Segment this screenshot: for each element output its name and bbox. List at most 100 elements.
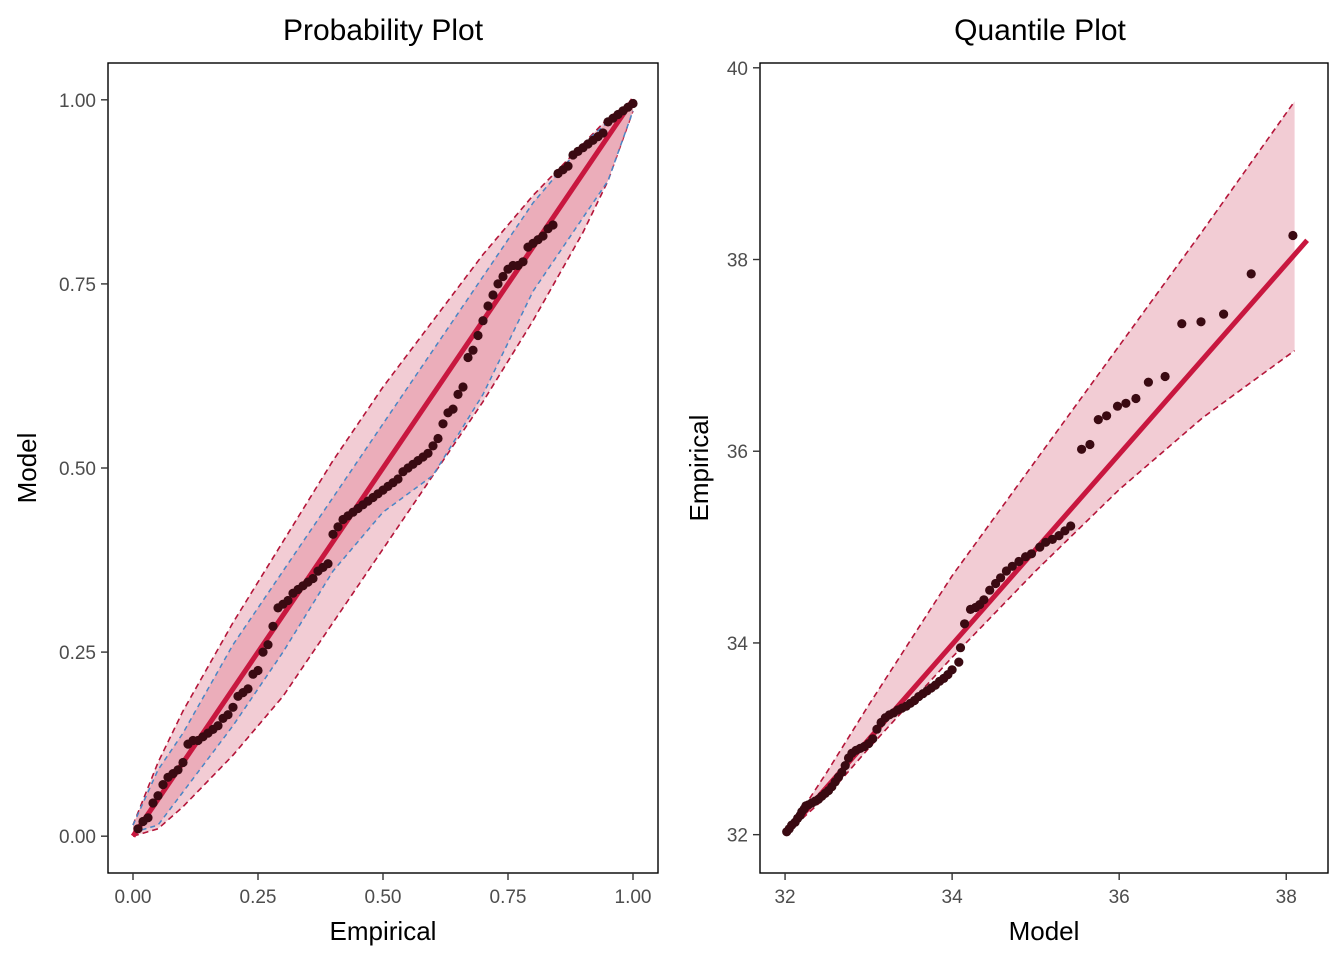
quantile-plot-y-axis: 32 34 36 38 40 [727, 59, 760, 847]
probability-plot-y-tick-label-0: 0.00 [59, 827, 96, 848]
quantile-plot-point-79 [1196, 317, 1206, 327]
probability-plot-point-78 [518, 257, 528, 267]
quantile-plot-point-48 [954, 657, 964, 667]
probability-plot-point-72 [488, 290, 498, 300]
quantile-plot-point-80 [1219, 309, 1229, 319]
quantile-plot-point-21 [840, 761, 850, 771]
probability-plot-point-61 [433, 433, 443, 444]
quantile-plot-point-72 [1102, 411, 1112, 421]
quantile-plot-x-axis: 32 34 36 38 [774, 873, 1297, 908]
probability-plot-point-62 [438, 419, 448, 429]
probability-plot-point-31 [283, 595, 293, 606]
probability-plot-point-9 [173, 765, 183, 775]
probability-plot-point-17 [213, 721, 223, 731]
probability-plot-point-6 [158, 780, 168, 790]
probability-plot-y-tick-label-0-25: 0.25 [59, 643, 96, 664]
probability-plot-outer-band-lower-edge [132, 110, 634, 837]
probability-plot-x-tick-label-0: 0.00 [115, 887, 152, 908]
probability-plot-point-66 [458, 382, 468, 392]
probability-plot-y-tick-label-0-5: 0.50 [59, 459, 96, 480]
probability-plot-panel: Probability Plot 0.00 0.25 0.50 0.75 1.00 0.… [12, 14, 659, 946]
probability-plot-plot-area [130, 98, 638, 838]
probability-plot-x-tick-label-0-5: 0.50 [365, 887, 402, 908]
quantile-plot-point-77 [1160, 371, 1170, 382]
quantile-plot-point-60 [1014, 556, 1024, 567]
probability-plot-point-25 [253, 665, 263, 676]
probability-plot-inner-band-lower-edge [132, 110, 634, 834]
quantile-plot-y-tick-label-32: 32 [727, 826, 748, 847]
probability-plot-x-tick-label-0-25: 0.25 [240, 887, 277, 908]
probability-plot-point-1 [133, 824, 143, 834]
quantile-plot-x-tick-label-38: 38 [1276, 887, 1297, 908]
quantile-plot-point-70 [1085, 439, 1095, 450]
probability-plot-point-69 [473, 330, 483, 341]
probability-plot-point-40 [328, 529, 338, 539]
probability-plot-point-73 [493, 279, 503, 289]
quantile-plot-frame [759, 62, 1329, 874]
probability-plot-point-26 [258, 647, 268, 657]
probability-plot-y-axis: 0.00 0.25 0.50 0.75 1.00 [59, 91, 108, 848]
quantile-plot-point-47 [947, 665, 957, 675]
quantile-plot-point-62 [1026, 549, 1037, 559]
probability-plot-point-60 [428, 441, 438, 451]
quantile-plot-point-57 [996, 573, 1006, 583]
probability-plot-point-5 [153, 791, 163, 801]
quantile-plot-point-55 [985, 585, 995, 595]
quantile-plot-point-59 [1007, 561, 1017, 571]
probability-plot-point-28 [268, 621, 278, 631]
quantile-plot-point-78 [1177, 319, 1187, 329]
probability-plot-point-39 [323, 559, 333, 569]
probability-plot-points [133, 98, 638, 834]
probability-plot-point-36 [308, 573, 318, 584]
probability-plot-title: Probability Plot [283, 14, 484, 47]
probability-plot-x-tick-label-0-75: 0.75 [490, 887, 527, 908]
probability-plot-point-82 [538, 231, 548, 241]
quantile-plot-point-69 [1077, 444, 1087, 454]
quantile-plot-title: Quantile Plot [954, 14, 1126, 47]
quantile-plot-point-49 [955, 643, 966, 653]
quantile-plot-y-tick-label-40: 40 [727, 59, 748, 80]
quantile-plot-point-68 [1066, 521, 1076, 531]
probability-plot-point-70 [478, 316, 488, 326]
quantile-plot-points [782, 230, 1298, 837]
probability-plot-point-41 [333, 522, 343, 532]
quantile-plot-band [787, 101, 1295, 832]
probability-plot-point-67 [463, 352, 473, 363]
probability-plot-point-68 [468, 345, 478, 355]
quantile-plot-x-tick-label-34: 34 [942, 887, 964, 908]
quantile-plot-x-label: Model [1009, 916, 1080, 946]
probability-plot-point-4 [148, 798, 158, 808]
quantile-plot-band-lower-edge [787, 349, 1296, 833]
probability-plot-point-53 [393, 474, 403, 484]
probability-plot-point-20 [228, 702, 238, 712]
quantile-plot-band-upper-edge [786, 100, 1296, 833]
probability-plot-point-64 [448, 404, 458, 414]
quantile-plot-y-tick-label-36: 36 [727, 442, 748, 463]
probability-plot-point-59 [423, 448, 433, 458]
probability-plot-y-tick-label-1: 1.00 [59, 91, 96, 112]
probability-plot-point-10 [178, 757, 188, 768]
quantile-plot-point-82 [1288, 230, 1298, 241]
probability-plot-point-27 [263, 640, 273, 650]
quantile-plot-plot-area [782, 100, 1309, 837]
probability-plot-point-94 [598, 128, 608, 138]
probability-plot-point-87 [563, 161, 573, 171]
probability-plot-point-84 [548, 220, 558, 230]
quantile-plot-point-28 [868, 734, 878, 744]
probability-plot-point-100 [628, 98, 638, 109]
quantile-plot-point-75 [1131, 393, 1141, 404]
probability-plot-reference-line [130, 98, 636, 838]
probability-plot-x-axis: 0.00 0.25 0.50 0.75 1.00 [115, 873, 652, 908]
probability-plot-point-23 [243, 684, 253, 694]
probability-plot-point-65 [453, 389, 463, 399]
quantile-plot-point-81 [1246, 269, 1256, 279]
quantile-plot-x-tick-label-32: 32 [774, 887, 795, 908]
probability-plot-x-tick-label-1: 1.00 [615, 887, 652, 908]
quantile-plot-y-tick-label-34: 34 [727, 634, 749, 655]
quantile-plot-point-29 [872, 724, 882, 734]
quantile-plot-point-74 [1121, 398, 1131, 408]
probability-plot-point-71 [483, 301, 493, 311]
